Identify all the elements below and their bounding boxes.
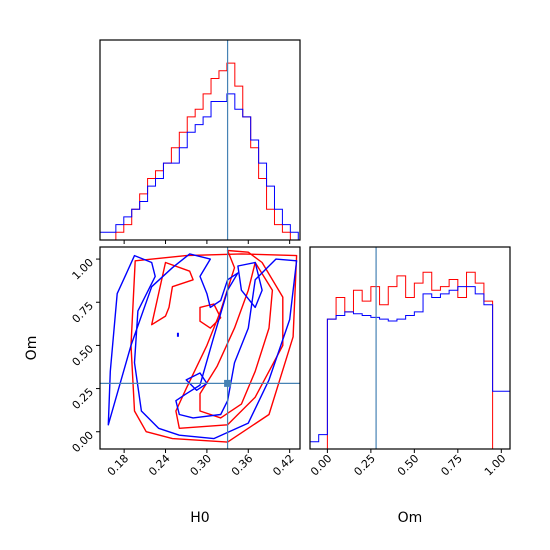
hist-om-series-1 xyxy=(310,286,510,449)
hist-om-xtick-label-4: 1.00 xyxy=(482,452,509,479)
histogram-h0-panel xyxy=(99,39,301,244)
contour-ytick-label-1: 0.25 xyxy=(70,386,97,413)
hist-om-xtick-label-2: 0.50 xyxy=(395,452,422,479)
contour-series-1-level-1 xyxy=(237,261,263,309)
hist-om-xtick-label-1: 0.25 xyxy=(351,452,378,479)
hist-om-frame xyxy=(309,246,511,450)
contour-xtick-label-4: 0.42 xyxy=(270,452,297,479)
hist-om-xtick-label-3: 0.75 xyxy=(438,452,465,479)
hist-om-xtick-label-0: 0.00 xyxy=(308,452,335,479)
hist-om-xlabel: Om xyxy=(398,510,423,526)
contour-xtick-label-0: 0.18 xyxy=(105,452,132,479)
hist-h0-frame xyxy=(99,39,301,241)
contour-ytick-label-4: 1.00 xyxy=(70,256,97,283)
contour-series-1-level-0 xyxy=(107,253,298,440)
contour-ytick-label-3: 0.75 xyxy=(70,299,97,326)
contour-series-0-level-1 xyxy=(151,261,194,326)
contour-series-0-level-0 xyxy=(130,253,298,443)
contour-xtick-label-3: 0.36 xyxy=(229,452,256,479)
contour-h0-om-panel: 0.18 0.24 0.30 0.36 0.42 0.00 0.25 0.50 0.75 1.00… xyxy=(24,246,301,526)
contour-xlabel: H0 xyxy=(190,510,209,526)
contour-xtick-label-1: 0.24 xyxy=(146,452,173,479)
contour-series-0-level-4 xyxy=(199,303,222,329)
hist-h0-series-0 xyxy=(100,62,299,240)
contour-series-0-level-2 xyxy=(175,249,284,429)
contour-ylabel: Om xyxy=(24,336,40,361)
contour-series-0-level-3 xyxy=(199,261,274,419)
contour-frame xyxy=(99,246,301,450)
contour-xtick-label-2: 0.30 xyxy=(188,452,215,479)
contour-ytick-label-0: 0.00 xyxy=(70,429,97,456)
hist-om-series-0 xyxy=(310,271,510,449)
contour-ytick-label-2: 0.50 xyxy=(70,342,97,369)
hist-h0-series-1 xyxy=(100,93,299,240)
contour-truth-marker xyxy=(224,379,232,387)
histogram-om-panel: 0.00 0.25 0.50 0.75 1.00 Om xyxy=(308,246,511,526)
